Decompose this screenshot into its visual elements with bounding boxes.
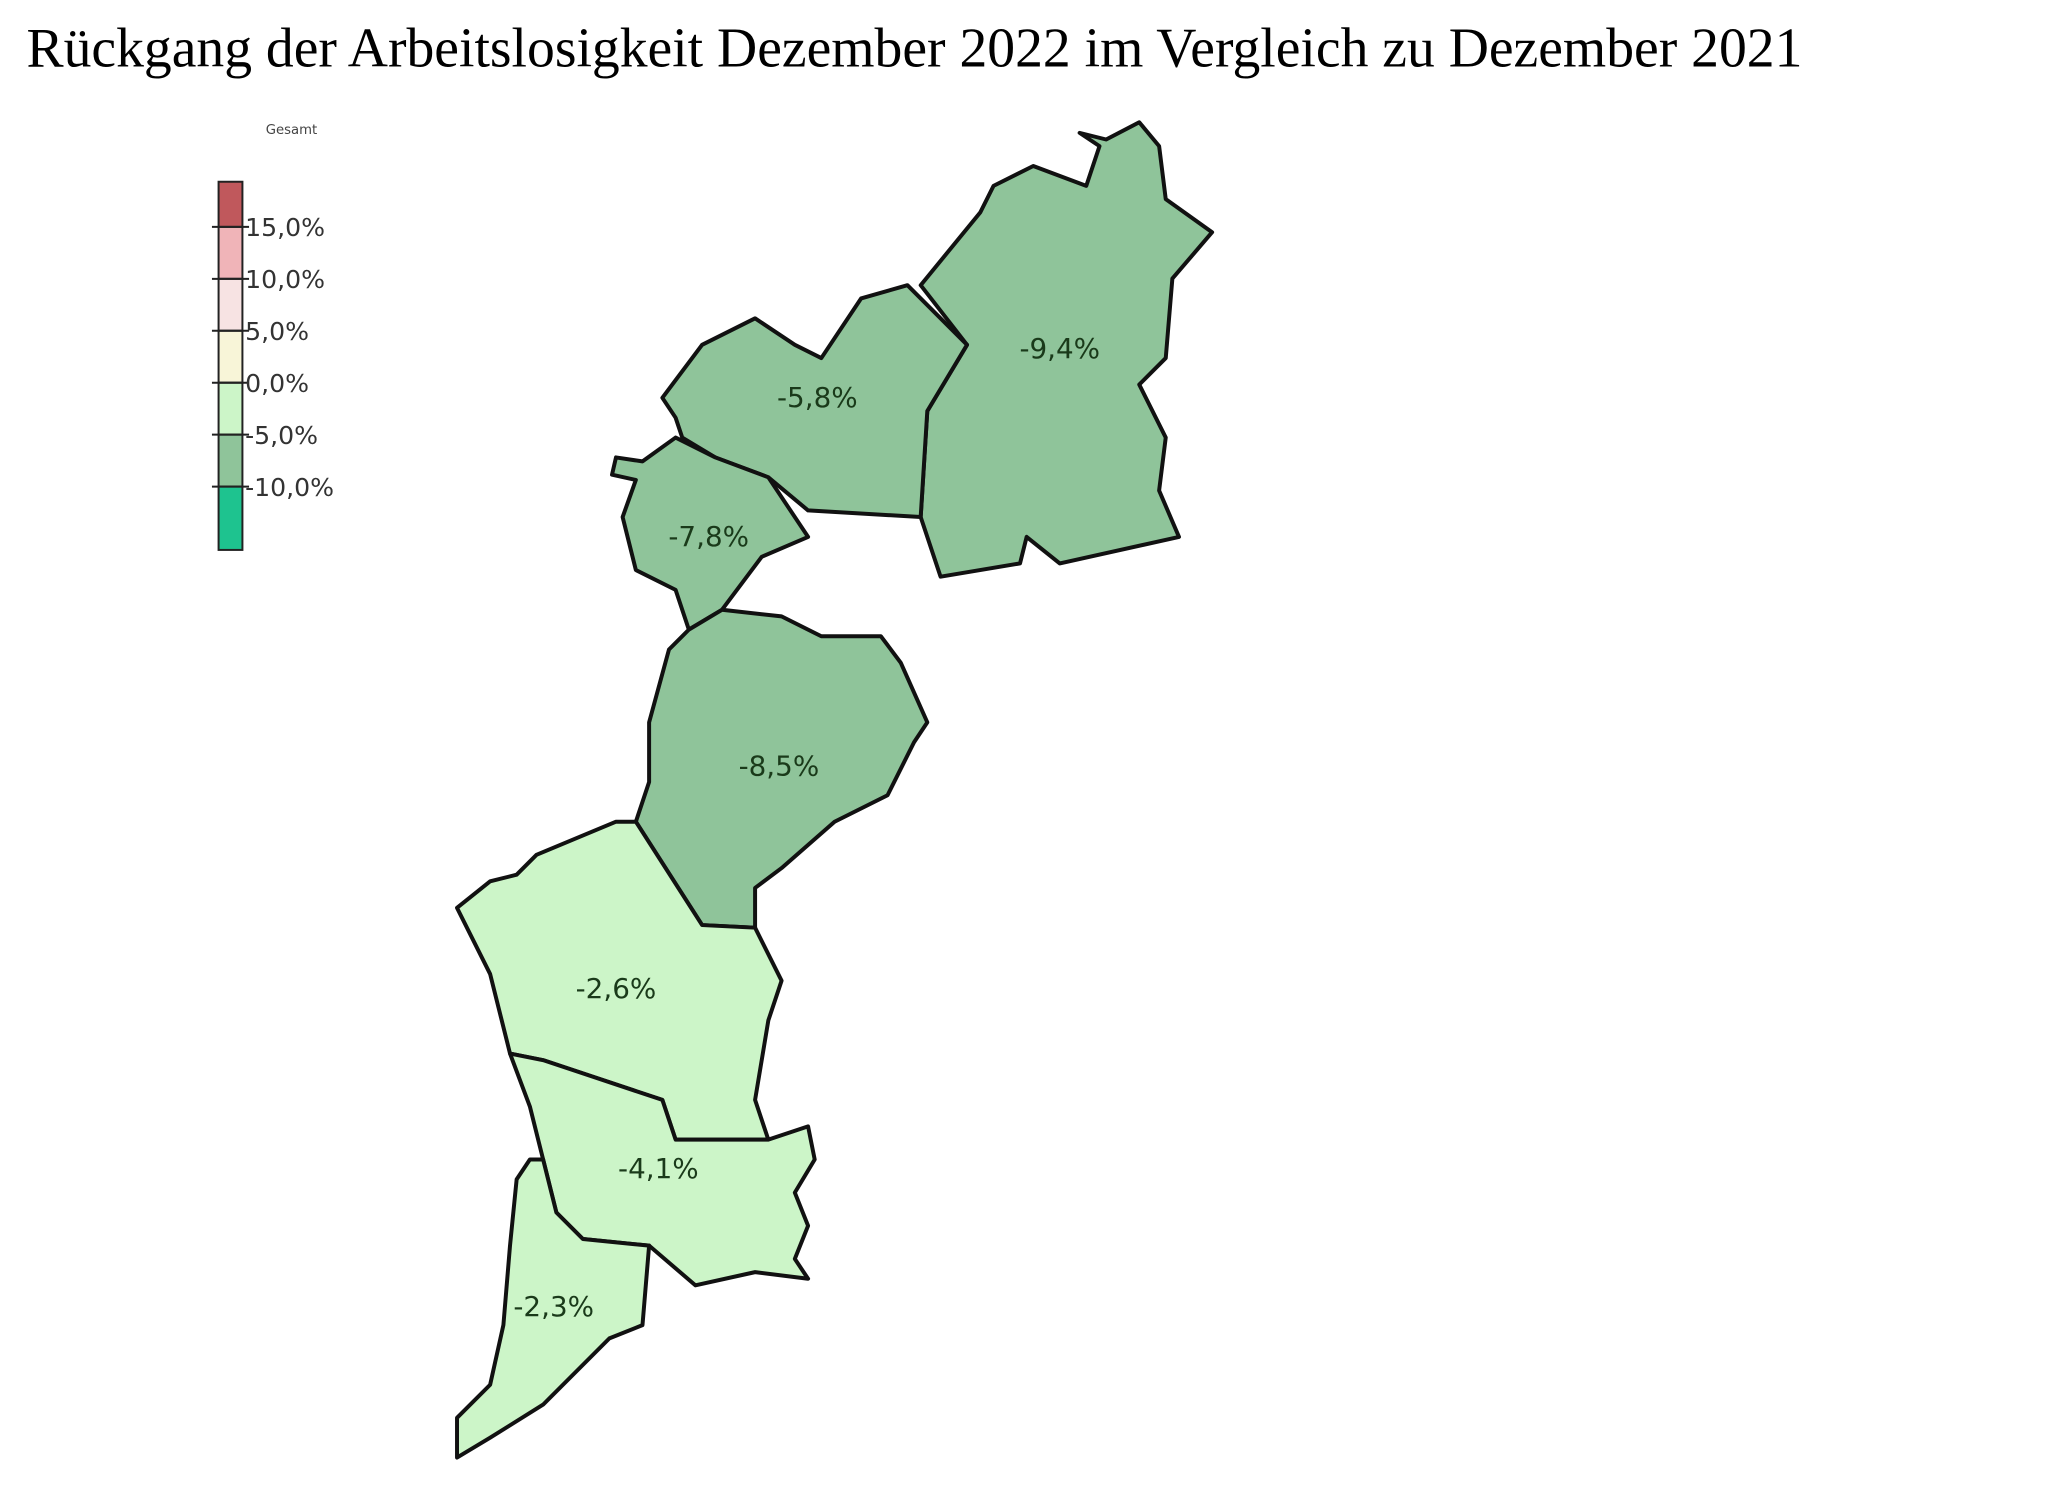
region <box>633 607 930 930</box>
region <box>918 120 1215 579</box>
legend-label: 10,0% <box>245 265 325 294</box>
legend-label: 0,0% <box>245 369 309 398</box>
legend-swatch <box>217 277 244 332</box>
legend-label: -5,0% <box>245 421 318 450</box>
legend-label: 5,0% <box>245 317 309 346</box>
legend-label: 15,0% <box>245 213 325 242</box>
region-label: -7,8% <box>668 520 749 553</box>
regions: -9,4% -5,8% -7,8% -8,5% -2,6% -4,1% -2,3% <box>455 120 1215 1460</box>
legend: 15,0% 10,0% 5,0% 0,0% -5,0% -10,0% <box>211 180 334 551</box>
legend-swatch <box>217 433 244 488</box>
map-title: Rückgang der Arbeitslosigkeit Dezember 2… <box>26 18 1802 80</box>
legend-swatch <box>217 381 244 436</box>
legend-swatch <box>217 329 244 384</box>
legend-title: Gesamt <box>266 123 317 138</box>
region-label: -8,5% <box>739 749 820 782</box>
region-label: -5,8% <box>777 381 858 414</box>
legend-label: -10,0% <box>245 473 334 502</box>
legend-swatch <box>217 180 244 228</box>
legend-swatch <box>217 225 244 280</box>
region-label: -2,6% <box>576 972 657 1005</box>
region-label: -2,3% <box>513 1290 594 1323</box>
region <box>455 1157 652 1460</box>
region-label: -4,1% <box>618 1152 699 1185</box>
region-label: -9,4% <box>1019 332 1100 365</box>
legend-swatch <box>217 485 244 551</box>
region <box>610 435 811 632</box>
